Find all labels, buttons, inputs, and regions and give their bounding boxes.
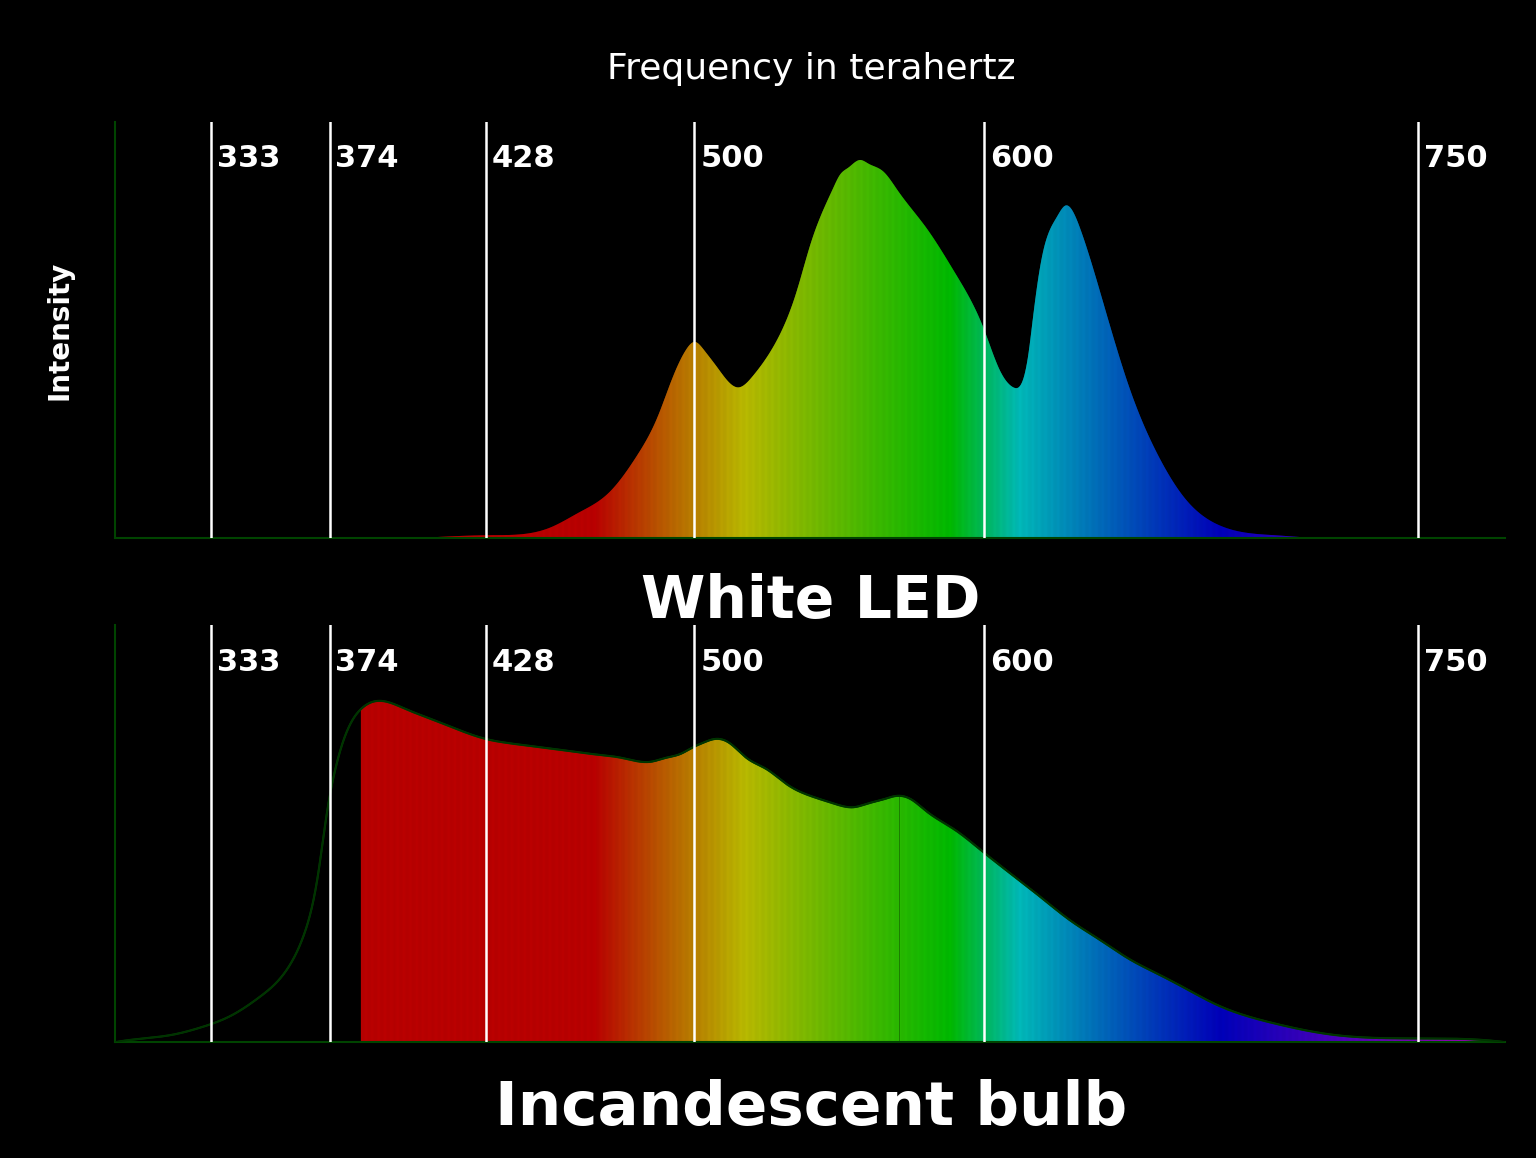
Text: 374: 374	[335, 648, 399, 677]
Text: Intensity: Intensity	[46, 261, 74, 400]
Text: 428: 428	[492, 648, 556, 677]
Text: 374: 374	[335, 145, 399, 174]
Text: Incandescent bulb: Incandescent bulb	[495, 1079, 1127, 1138]
Text: 750: 750	[1424, 648, 1488, 677]
Text: 428: 428	[492, 145, 556, 174]
Text: 500: 500	[700, 648, 763, 677]
Text: Frequency in terahertz: Frequency in terahertz	[607, 52, 1015, 86]
Text: White LED: White LED	[642, 573, 980, 630]
Text: 600: 600	[989, 145, 1054, 174]
Text: 600: 600	[989, 648, 1054, 677]
Text: 333: 333	[217, 648, 280, 677]
Text: 750: 750	[1424, 145, 1488, 174]
Text: 500: 500	[700, 145, 763, 174]
Text: 333: 333	[217, 145, 280, 174]
